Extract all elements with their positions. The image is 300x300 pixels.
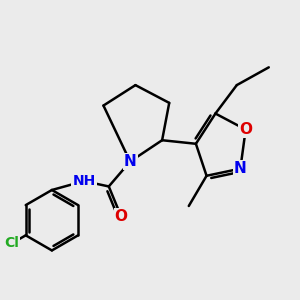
Text: N: N [234,161,247,176]
Text: Cl: Cl [4,236,19,250]
Text: O: O [239,122,252,137]
Text: N: N [124,154,136,169]
Text: NH: NH [72,174,95,188]
Text: O: O [115,209,128,224]
